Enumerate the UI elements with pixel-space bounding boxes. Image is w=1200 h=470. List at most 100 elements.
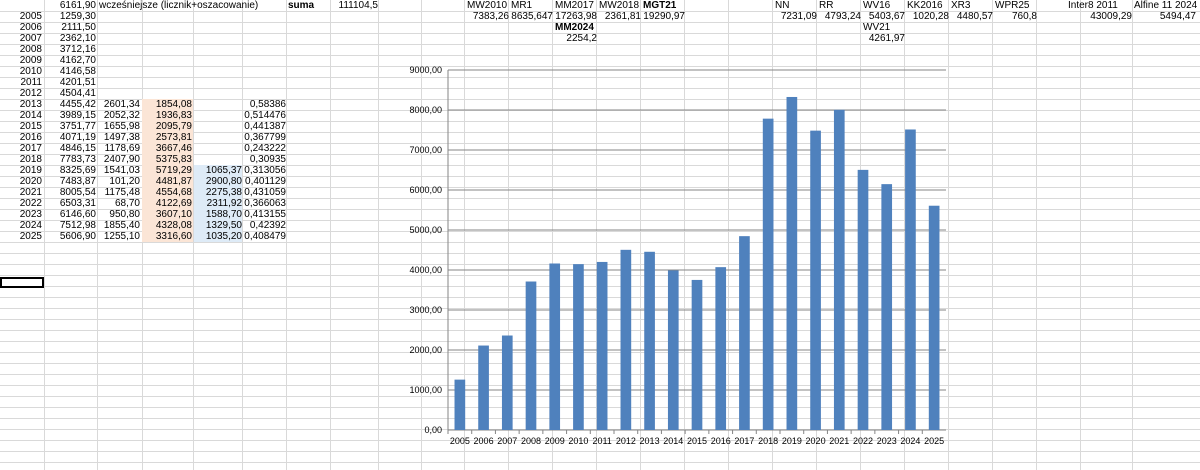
extra-cell[interactable]	[194, 110, 242, 121]
model-value[interactable]: 7231,09	[780, 11, 817, 22]
estimate-cell[interactable]: 2573,81	[155, 132, 192, 143]
estimate-cell[interactable]	[142, 22, 192, 33]
suma-label[interactable]: suma	[288, 0, 315, 11]
counter-cell[interactable]: 2052,32	[103, 110, 140, 121]
estimate-cell[interactable]	[142, 88, 192, 99]
ratio-cell[interactable]: 0,514476	[244, 110, 286, 121]
extra-cell[interactable]: 1329,50	[205, 220, 242, 231]
ratio-cell[interactable]	[240, 77, 286, 88]
total-cell[interactable]: 6503,31	[59, 198, 96, 209]
extra-cell[interactable]	[194, 77, 242, 88]
year-cell[interactable]: 2007	[19, 33, 42, 44]
ratio-cell[interactable]: 0,243222	[244, 143, 286, 154]
extra-cell[interactable]: 1035,20	[205, 231, 242, 242]
counter-cell[interactable]: 1175,48	[104, 187, 140, 198]
total-cell[interactable]: 1259,30	[59, 11, 96, 22]
header-label[interactable]: wcześniejsze (licznik+oszacowanie)	[99, 0, 259, 11]
ratio-cell[interactable]: 0,366063	[244, 198, 286, 209]
model-value[interactable]: 4480,57	[956, 11, 993, 22]
total-cell[interactable]: 4201,51	[59, 77, 96, 88]
model-value[interactable]: 8635,647	[511, 11, 553, 22]
estimate-cell[interactable]	[142, 77, 192, 88]
ratio-cell[interactable]	[240, 22, 286, 33]
header-cell-total[interactable]: 6161,90	[59, 0, 96, 11]
total-cell[interactable]: 4071,19	[59, 132, 96, 143]
ratio-cell[interactable]	[240, 44, 286, 55]
model-name[interactable]: KK2016	[907, 0, 943, 11]
counter-cell[interactable]: 1655,98	[103, 121, 140, 132]
year-cell[interactable]: 2022	[19, 198, 42, 209]
year-cell[interactable]: 2023	[19, 209, 42, 220]
counter-cell[interactable]: 950,80	[109, 209, 140, 220]
counter-cell[interactable]: 101,20	[109, 176, 140, 187]
model-value[interactable]: 2254,2	[566, 33, 597, 44]
total-cell[interactable]: 7512,98	[59, 220, 96, 231]
model-name[interactable]: NN	[775, 0, 790, 11]
counter-cell[interactable]	[96, 44, 140, 55]
estimate-cell[interactable]: 4481,87	[155, 176, 192, 187]
extra-cell[interactable]	[194, 66, 242, 77]
counter-cell[interactable]	[96, 66, 140, 77]
ratio-cell[interactable]: 0,401129	[245, 176, 286, 187]
extra-cell[interactable]: 1588,70	[205, 209, 242, 220]
ratio-cell[interactable]: 0,30935	[249, 154, 286, 165]
total-cell[interactable]: 6146,60	[59, 209, 96, 220]
model-name[interactable]: MM2024	[555, 22, 594, 33]
year-cell[interactable]: 2010	[19, 66, 42, 77]
bar-chart[interactable]: 0,00 1000,00 2000,00 3000,00 4000,00 5000,00 6…	[398, 62, 958, 452]
year-cell[interactable]: 2021	[19, 187, 42, 198]
ratio-cell[interactable]	[240, 55, 286, 66]
suma-value[interactable]: 111104,5	[338, 0, 378, 11]
model-name[interactable]: MM2017	[555, 0, 594, 11]
total-cell[interactable]: 7783,73	[59, 154, 96, 165]
model-value[interactable]: 5494,47	[1159, 11, 1196, 22]
year-cell[interactable]: 2014	[19, 110, 42, 121]
total-cell[interactable]: 2111,50	[61, 22, 96, 33]
counter-cell[interactable]	[96, 22, 140, 33]
total-cell[interactable]: 3712,16	[59, 44, 96, 55]
estimate-cell[interactable]: 1936,83	[155, 110, 192, 121]
estimate-cell[interactable]	[142, 33, 192, 44]
total-cell[interactable]: 2362,10	[59, 33, 96, 44]
year-cell[interactable]: 2020	[19, 176, 42, 187]
estimate-cell[interactable]: 2095,79	[155, 121, 192, 132]
ratio-cell[interactable]	[240, 11, 286, 22]
model-name[interactable]: WPR25	[995, 0, 1030, 11]
model-value[interactable]: 7383,26	[472, 11, 509, 22]
year-cell[interactable]: 2015	[19, 121, 42, 132]
extra-cell[interactable]	[194, 143, 242, 154]
year-cell[interactable]: 2016	[19, 132, 42, 143]
extra-cell[interactable]	[194, 154, 242, 165]
year-cell[interactable]: 2012	[19, 88, 42, 99]
total-cell[interactable]: 7483,87	[59, 176, 96, 187]
extra-cell[interactable]	[194, 44, 242, 55]
year-cell[interactable]: 2019	[19, 165, 42, 176]
ratio-cell[interactable]	[240, 88, 286, 99]
estimate-cell[interactable]: 4554,68	[155, 187, 192, 198]
counter-cell[interactable]: 1178,69	[104, 143, 140, 154]
total-cell[interactable]: 8325,69	[59, 165, 96, 176]
model-value[interactable]: 19290,97	[643, 11, 685, 22]
counter-cell[interactable]: 1255,10	[103, 231, 140, 242]
extra-cell[interactable]	[194, 99, 242, 110]
counter-cell[interactable]: 2601,34	[103, 99, 140, 110]
year-cell[interactable]: 2024	[19, 220, 42, 231]
model-value[interactable]: 43009,29	[1090, 11, 1132, 22]
selected-cell[interactable]	[0, 277, 44, 288]
estimate-cell[interactable]: 3316,60	[155, 231, 192, 242]
model-name[interactable]: WV16	[863, 0, 891, 11]
ratio-cell[interactable]: 0,441387	[244, 121, 286, 132]
model-name[interactable]: RR	[819, 0, 834, 11]
model-name[interactable]: Inter8 2011	[1068, 0, 1118, 11]
model-value[interactable]: 1020,28	[912, 11, 949, 22]
model-name[interactable]: MGT21	[643, 0, 677, 11]
extra-cell[interactable]	[194, 33, 242, 44]
extra-cell[interactable]: 1065,37	[205, 165, 242, 176]
total-cell[interactable]: 4162,70	[59, 55, 96, 66]
estimate-cell[interactable]: 4122,69	[155, 198, 192, 209]
estimate-cell[interactable]	[142, 11, 192, 22]
year-cell[interactable]: 2018	[19, 154, 42, 165]
total-cell[interactable]: 4846,15	[59, 143, 96, 154]
ratio-cell[interactable]: 0,431059	[244, 187, 286, 198]
